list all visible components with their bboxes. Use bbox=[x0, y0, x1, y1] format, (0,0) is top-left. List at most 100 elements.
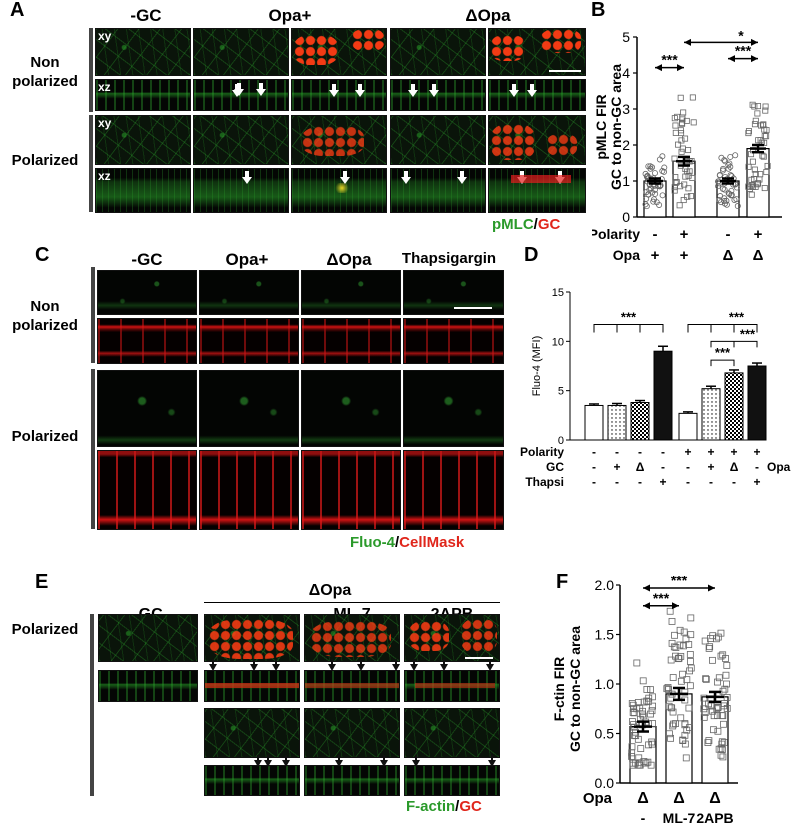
micrograph-c-p-r-opa bbox=[199, 450, 299, 530]
chart-b-sig-0-head-left bbox=[655, 64, 662, 72]
chart-b-point bbox=[723, 201, 730, 208]
chart-b-point bbox=[680, 109, 687, 116]
chart-b-point bbox=[682, 135, 689, 142]
chart-f-point bbox=[633, 659, 641, 667]
chart-b-bar bbox=[672, 160, 696, 218]
micrograph-c-np-r-opa bbox=[199, 318, 299, 364]
chart-f-point bbox=[706, 643, 714, 651]
chart-b-cond-value: Δ bbox=[753, 247, 764, 264]
chart-f-point bbox=[639, 710, 646, 718]
micrograph-c-np-g-nogc bbox=[97, 270, 197, 315]
chart-b-sig-1-head-right bbox=[751, 38, 758, 46]
chart-b-point bbox=[763, 169, 770, 176]
chart-f-point bbox=[665, 702, 673, 710]
chart-f-point bbox=[714, 633, 722, 641]
chart-b-point bbox=[672, 179, 679, 186]
chart-b-point bbox=[733, 184, 740, 191]
chart-b-point bbox=[727, 163, 734, 170]
chart-f-point bbox=[702, 675, 709, 683]
chart-f-point bbox=[635, 761, 643, 769]
row-label-e: Polarized bbox=[11, 621, 79, 638]
chart-f-point bbox=[714, 678, 721, 686]
micrograph-c-np-r-dopa bbox=[301, 318, 401, 364]
chart-f-point bbox=[649, 693, 656, 701]
chart-b-point bbox=[717, 193, 724, 200]
chart-f-point bbox=[683, 676, 691, 684]
chart-b-sig-label-2: *** bbox=[735, 43, 752, 59]
micrograph-a-p-xy-dopa1 bbox=[390, 115, 486, 165]
chart-b-point bbox=[672, 122, 679, 129]
chart-f-point bbox=[701, 709, 709, 716]
chart-d-cond-label: Thapsi bbox=[525, 475, 564, 489]
chart-f-point bbox=[715, 674, 723, 682]
chart-b-point bbox=[754, 181, 761, 188]
micrograph-e2-xz-none bbox=[204, 765, 300, 796]
chart-b-point bbox=[684, 193, 691, 200]
chart-f-point bbox=[718, 746, 726, 753]
chart-b-ylabel-2: GC to non-GC area bbox=[608, 64, 624, 190]
chart-b-point bbox=[685, 147, 692, 154]
micrograph-a-p-xz-dopa2 bbox=[488, 168, 586, 213]
chart-f-point bbox=[631, 732, 638, 739]
chart-f-point bbox=[717, 745, 725, 753]
chart-d-ytick-label: 0 bbox=[558, 435, 564, 447]
chart-d-cond-label: GC bbox=[546, 460, 564, 474]
micrograph-a-p-xy-opa2 bbox=[291, 115, 387, 165]
chart-f-point bbox=[710, 712, 718, 720]
chart-f-cat-top: Δ bbox=[637, 790, 649, 807]
chart-f-sig-label-1: *** bbox=[671, 576, 688, 588]
chart-b-point bbox=[751, 166, 758, 173]
chart-f-point bbox=[677, 652, 685, 660]
chart-d-cond-value: - bbox=[709, 475, 713, 489]
chart-f-point bbox=[709, 707, 716, 715]
chart-b-point bbox=[733, 196, 740, 203]
chart-b-point bbox=[651, 170, 658, 177]
chart-d-cond-value: - bbox=[661, 460, 665, 474]
chart-b-point bbox=[721, 157, 728, 164]
micrograph-a-p-xy-dopa2 bbox=[488, 115, 586, 165]
chart-b-point bbox=[763, 133, 770, 140]
chart-b-point bbox=[681, 181, 688, 188]
chart-f-point bbox=[702, 675, 710, 683]
chart-f-point bbox=[685, 704, 693, 712]
chart-d-cond-value: + bbox=[730, 445, 737, 459]
chart-b-cond-value: + bbox=[754, 226, 763, 243]
row-label-c-np: Non polarized bbox=[12, 298, 78, 334]
chart-f-point bbox=[677, 714, 685, 722]
chart-f-point bbox=[700, 713, 708, 721]
chart-b-ytick-label: 3 bbox=[622, 101, 630, 117]
chart-f-point bbox=[667, 694, 675, 702]
chart-f-point bbox=[669, 722, 677, 730]
row-bracket-e bbox=[90, 614, 94, 796]
chart-f-opa-label: Opa bbox=[583, 790, 613, 807]
chart-f-point bbox=[701, 637, 709, 645]
chart-b-sig-label-0: *** bbox=[661, 52, 678, 68]
chart-f-point bbox=[676, 626, 684, 634]
chart-b-point bbox=[718, 199, 725, 206]
chart-b-point bbox=[716, 171, 723, 178]
panel-letter-c: C bbox=[35, 244, 50, 266]
chart-f-sig-label-0: *** bbox=[653, 590, 670, 606]
chart-f-point bbox=[643, 686, 651, 693]
micrograph-c-np-g-opa bbox=[199, 270, 299, 315]
chart-d-bar bbox=[724, 372, 744, 441]
chart-f-point bbox=[640, 758, 648, 765]
chart-f-cat-top: Δ bbox=[709, 790, 721, 807]
chart-f-point bbox=[665, 686, 673, 694]
chart-d-ylabel: Fluo-4 (MFI) bbox=[531, 336, 543, 397]
chart-b-point bbox=[755, 180, 762, 187]
chart-b-point bbox=[761, 139, 768, 146]
chart-b-point bbox=[721, 186, 728, 193]
chart-f-cat-bottom: 2APB bbox=[696, 810, 733, 826]
chart-f-point bbox=[682, 754, 690, 762]
chart-f-point bbox=[710, 726, 717, 734]
chart-b-point bbox=[725, 190, 732, 197]
chart-f-point bbox=[687, 631, 695, 639]
chart-b-point bbox=[755, 137, 762, 144]
micrograph-c-p-r-dopa bbox=[301, 450, 401, 530]
chart-f-point bbox=[680, 628, 688, 636]
chart-f-point bbox=[635, 754, 643, 762]
chart-f-point bbox=[685, 641, 693, 648]
panel-letter-a: A bbox=[10, 0, 25, 21]
